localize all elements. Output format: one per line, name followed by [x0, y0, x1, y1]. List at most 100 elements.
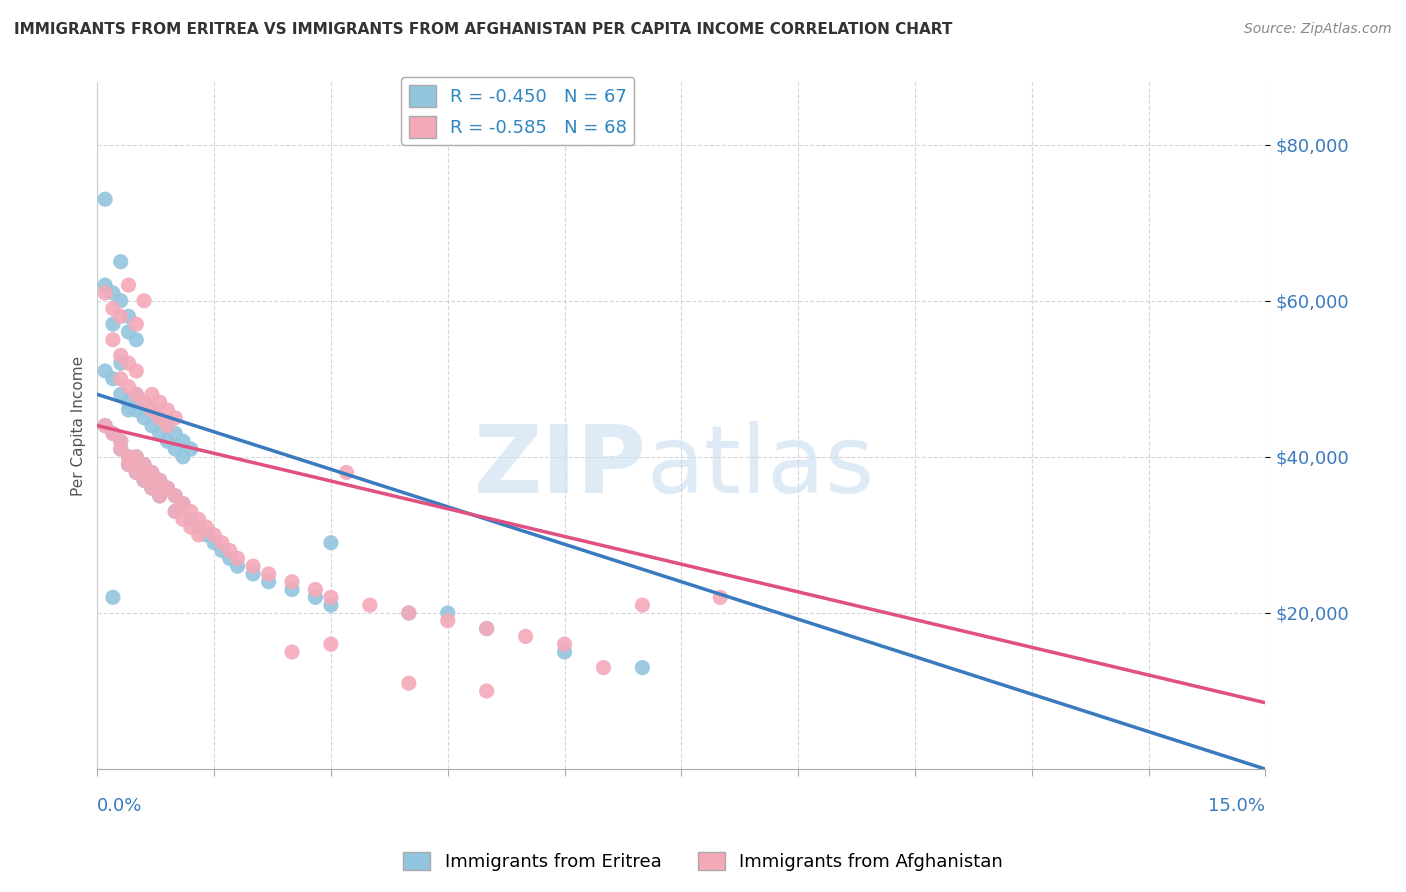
Point	[398, 606, 420, 620]
Point	[117, 458, 139, 472]
Point	[149, 473, 172, 487]
Point	[226, 559, 249, 574]
Point	[141, 418, 163, 433]
Y-axis label: Per Capita Income: Per Capita Income	[72, 356, 86, 496]
Point	[554, 637, 576, 651]
Point	[149, 410, 172, 425]
Point	[165, 504, 187, 518]
Point	[110, 442, 132, 456]
Point	[202, 535, 225, 549]
Point	[187, 528, 209, 542]
Point	[117, 325, 139, 339]
Point	[195, 520, 218, 534]
Point	[195, 528, 218, 542]
Point	[180, 520, 202, 534]
Point	[110, 356, 132, 370]
Point	[141, 403, 163, 417]
Point	[475, 684, 498, 698]
Point	[156, 434, 179, 449]
Point	[218, 543, 240, 558]
Point	[141, 466, 163, 480]
Point	[172, 450, 194, 464]
Point	[117, 356, 139, 370]
Point	[631, 598, 654, 612]
Point	[187, 512, 209, 526]
Point	[165, 489, 187, 503]
Point	[132, 395, 155, 409]
Text: atlas: atlas	[647, 421, 875, 513]
Point	[304, 582, 326, 597]
Point	[554, 645, 576, 659]
Point	[132, 410, 155, 425]
Point	[172, 497, 194, 511]
Point	[398, 676, 420, 690]
Point	[125, 333, 148, 347]
Point	[398, 606, 420, 620]
Point	[149, 489, 172, 503]
Text: 0.0%: 0.0%	[97, 797, 143, 814]
Point	[172, 434, 194, 449]
Point	[436, 614, 458, 628]
Point	[94, 418, 117, 433]
Point	[132, 458, 155, 472]
Point	[156, 481, 179, 495]
Point	[94, 364, 117, 378]
Point	[101, 426, 124, 441]
Point	[257, 574, 280, 589]
Point	[281, 645, 304, 659]
Point	[132, 293, 155, 308]
Point	[211, 535, 233, 549]
Point	[94, 192, 117, 206]
Point	[125, 450, 148, 464]
Point	[156, 418, 179, 433]
Point	[132, 458, 155, 472]
Point	[101, 591, 124, 605]
Point	[125, 364, 148, 378]
Point	[180, 442, 202, 456]
Point	[125, 387, 148, 401]
Point	[242, 566, 264, 581]
Point	[141, 387, 163, 401]
Point	[165, 426, 187, 441]
Point	[117, 403, 139, 417]
Point	[110, 387, 132, 401]
Point	[125, 466, 148, 480]
Point	[117, 450, 139, 464]
Point	[132, 395, 155, 409]
Point	[110, 348, 132, 362]
Point	[165, 489, 187, 503]
Point	[631, 660, 654, 674]
Point	[335, 466, 357, 480]
Point	[101, 426, 124, 441]
Point	[125, 317, 148, 331]
Text: 15.0%: 15.0%	[1208, 797, 1265, 814]
Point	[149, 395, 172, 409]
Point	[117, 458, 139, 472]
Point	[165, 442, 187, 456]
Point	[281, 574, 304, 589]
Text: IMMIGRANTS FROM ERITREA VS IMMIGRANTS FROM AFGHANISTAN PER CAPITA INCOME CORRELA: IMMIGRANTS FROM ERITREA VS IMMIGRANTS FR…	[14, 22, 952, 37]
Point	[94, 418, 117, 433]
Legend: Immigrants from Eritrea, Immigrants from Afghanistan: Immigrants from Eritrea, Immigrants from…	[396, 845, 1010, 879]
Point	[117, 310, 139, 324]
Point	[242, 559, 264, 574]
Point	[304, 591, 326, 605]
Point	[218, 551, 240, 566]
Point	[125, 403, 148, 417]
Point	[515, 629, 537, 643]
Point	[149, 410, 172, 425]
Point	[187, 520, 209, 534]
Point	[125, 387, 148, 401]
Point	[110, 442, 132, 456]
Point	[141, 466, 163, 480]
Point	[101, 372, 124, 386]
Legend: R = -0.450   N = 67, R = -0.585   N = 68: R = -0.450 N = 67, R = -0.585 N = 68	[401, 78, 634, 145]
Point	[436, 606, 458, 620]
Point	[149, 426, 172, 441]
Point	[110, 310, 132, 324]
Point	[319, 591, 342, 605]
Point	[359, 598, 381, 612]
Point	[132, 473, 155, 487]
Point	[281, 582, 304, 597]
Point	[165, 410, 187, 425]
